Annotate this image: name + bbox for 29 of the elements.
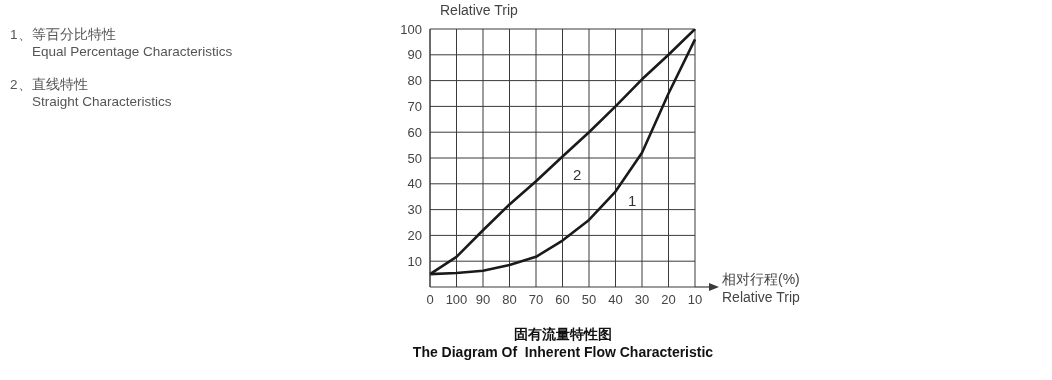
x-tick-label: 80 [502,292,517,308]
x-tick-label: 70 [528,292,544,308]
y-tick-label: 60 [407,124,422,140]
y-tick-label: 80 [407,73,422,89]
y-tick-label: 100 [400,21,422,37]
x-tick-label: 20 [661,292,676,308]
x-tick-label: 40 [608,292,623,308]
text: 2、直线特性 Straight Characteristics [10,76,173,110]
text: 固有流量特性图 [513,326,613,344]
y-tick-label: 50 [407,150,422,166]
x-tick-label: 100 [445,292,468,308]
y-tick-label: 20 [407,228,422,244]
y-tick-label: 90 [407,47,422,63]
y-axis-title: Relative Trip [440,2,518,18]
x-tick-label: 30 [634,292,650,308]
text: The Diagram Of Inherent Flow Characteristic [411,344,715,360]
x-tick-label: 50 [581,292,597,308]
x-tick-label: 10 [687,292,703,308]
y-tick-label: 10 [407,253,422,269]
x-tick-label: 0 [426,292,434,308]
text: 1、等百分比特性 Equal Percentage Characteristics [10,26,233,60]
series-label: 1 [628,192,637,209]
x-tick-label: 60 [555,292,570,308]
y-tick-label: 70 [407,99,422,115]
y-tick-label: 30 [407,202,422,218]
x-axis-title: 相对行程(%) Relative Trip [722,270,800,306]
x-tick-label: 90 [475,292,491,308]
y-tick-label: 40 [407,176,422,192]
series-label: 2 [573,166,582,183]
